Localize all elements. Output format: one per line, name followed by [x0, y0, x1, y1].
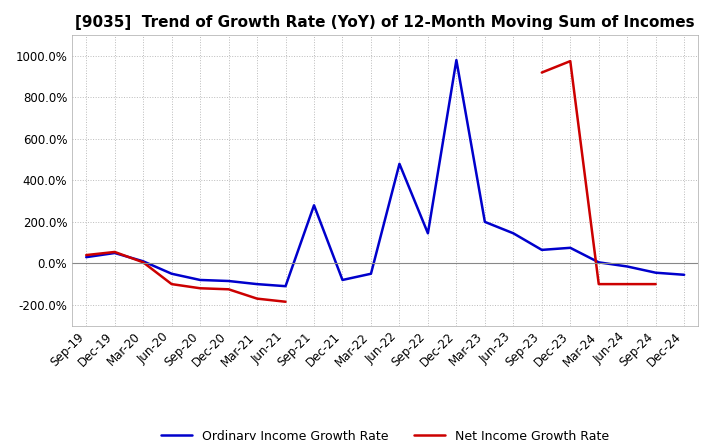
- Ordinary Income Growth Rate: [167, 271, 176, 276]
- Ordinary Income Growth Rate: [282, 283, 290, 289]
- Ordinary Income Growth Rate: [310, 203, 318, 208]
- Ordinary Income Growth Rate: [82, 254, 91, 260]
- Ordinary Income Growth Rate: [196, 277, 204, 282]
- Ordinary Income Growth Rate: [395, 161, 404, 166]
- Net Income Growth Rate: [253, 296, 261, 301]
- Net Income Growth Rate: [139, 260, 148, 265]
- Ordinary Income Growth Rate: [423, 231, 432, 236]
- Ordinary Income Growth Rate: [110, 250, 119, 256]
- Ordinary Income Growth Rate: [652, 270, 660, 275]
- Net Income Growth Rate: [110, 249, 119, 255]
- Line: Ordinary Income Growth Rate: Ordinary Income Growth Rate: [86, 60, 684, 286]
- Ordinary Income Growth Rate: [509, 231, 518, 236]
- Legend: Ordinary Income Growth Rate, Net Income Growth Rate: Ordinary Income Growth Rate, Net Income …: [156, 425, 614, 440]
- Ordinary Income Growth Rate: [595, 260, 603, 265]
- Net Income Growth Rate: [196, 286, 204, 291]
- Title: [9035]  Trend of Growth Rate (YoY) of 12-Month Moving Sum of Incomes: [9035] Trend of Growth Rate (YoY) of 12-…: [76, 15, 695, 30]
- Ordinary Income Growth Rate: [566, 245, 575, 250]
- Net Income Growth Rate: [282, 299, 290, 304]
- Ordinary Income Growth Rate: [338, 277, 347, 282]
- Ordinary Income Growth Rate: [253, 282, 261, 287]
- Ordinary Income Growth Rate: [623, 264, 631, 269]
- Ordinary Income Growth Rate: [366, 271, 375, 276]
- Net Income Growth Rate: [225, 287, 233, 292]
- Line: Net Income Growth Rate: Net Income Growth Rate: [86, 252, 286, 302]
- Ordinary Income Growth Rate: [680, 272, 688, 277]
- Ordinary Income Growth Rate: [480, 219, 489, 224]
- Net Income Growth Rate: [167, 282, 176, 287]
- Net Income Growth Rate: [82, 253, 91, 258]
- Ordinary Income Growth Rate: [139, 259, 148, 264]
- Ordinary Income Growth Rate: [452, 58, 461, 63]
- Ordinary Income Growth Rate: [537, 247, 546, 253]
- Ordinary Income Growth Rate: [225, 279, 233, 284]
